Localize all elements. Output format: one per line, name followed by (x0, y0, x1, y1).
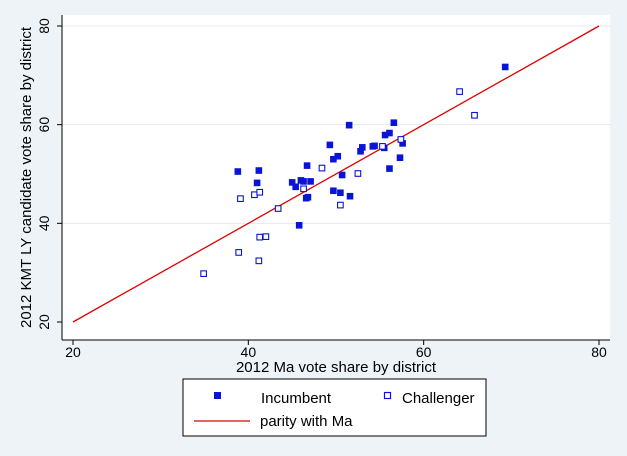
incumbent-point (295, 222, 303, 229)
incumbent-point (288, 179, 296, 186)
challenger-point (471, 111, 478, 119)
incumbent-point (399, 140, 406, 147)
challenger-point (200, 270, 207, 278)
grid-layer (62, 25, 610, 224)
axes-layer: 20 40 60 80 20 40 60 80 (36, 15, 610, 360)
incumbent-point (381, 131, 389, 139)
incumbent-point (300, 178, 307, 185)
challenger-point (262, 233, 270, 241)
y-tick-label: 40 (36, 215, 52, 231)
challenger-point (300, 185, 307, 193)
incumbent-point (255, 167, 263, 174)
y-tick-label: 20 (36, 314, 52, 330)
challenger-point (337, 201, 344, 209)
points-layer (200, 63, 509, 278)
incumbent-point (345, 121, 353, 129)
x-tick-label: 80 (591, 344, 607, 360)
y-tick-label: 80 (36, 18, 52, 34)
incumbent-point (386, 165, 393, 172)
legend: Incumbent Challenger parity with Ma (182, 378, 487, 437)
incumbent-point (501, 63, 509, 71)
incumbent-point (359, 144, 366, 151)
challenger-point (256, 188, 264, 196)
incumbent-point (307, 178, 314, 185)
challenger-point (456, 88, 463, 95)
y-axis-title: 2012 KMT LY candidate vote share by dist… (18, 26, 35, 328)
incumbent-point (304, 193, 312, 201)
incumbent-point (357, 148, 364, 155)
challenger-point (256, 233, 264, 241)
incumbent-point (396, 154, 404, 162)
incumbent-point (338, 171, 346, 179)
incumbent-point (371, 142, 378, 150)
legend-incumbent-marker (214, 392, 221, 399)
x-tick-label: 20 (65, 344, 81, 360)
incumbent-point (330, 187, 337, 195)
challenger-point (235, 249, 243, 256)
parity-line-layer (72, 25, 600, 323)
parity-line (72, 25, 600, 323)
legend-box (182, 378, 487, 437)
x-tick-label: 40 (241, 344, 257, 360)
legend-incumbent-label: Incumbent (261, 390, 332, 407)
legend-challenger-marker (383, 391, 392, 400)
y-tick-label: 60 (36, 117, 52, 133)
incumbent-point (292, 183, 299, 191)
challenger-point (237, 195, 244, 203)
incumbent-point (390, 119, 398, 126)
challenger-point (379, 143, 386, 150)
challenger-point (397, 136, 405, 143)
incumbent-point (346, 192, 354, 200)
challenger-point (274, 205, 282, 212)
challenger-point (255, 257, 263, 265)
incumbent-point (326, 141, 334, 149)
legend-challenger-label: Challenger (402, 390, 475, 407)
x-axis-title: 2012 Ma vote share by district (236, 359, 437, 376)
incumbent-point (334, 152, 342, 160)
incumbent-point (253, 179, 261, 187)
challenger-point (354, 170, 362, 177)
incumbent-point (234, 168, 242, 175)
incumbent-point (386, 129, 393, 137)
legend-parity-label: parity with Ma (260, 413, 353, 430)
plot-area (62, 15, 610, 340)
incumbent-point (337, 189, 344, 197)
incumbent-point (330, 155, 337, 163)
x-tick-label: 60 (416, 344, 432, 360)
incumbent-point (303, 162, 311, 169)
challenger-point (318, 164, 326, 172)
